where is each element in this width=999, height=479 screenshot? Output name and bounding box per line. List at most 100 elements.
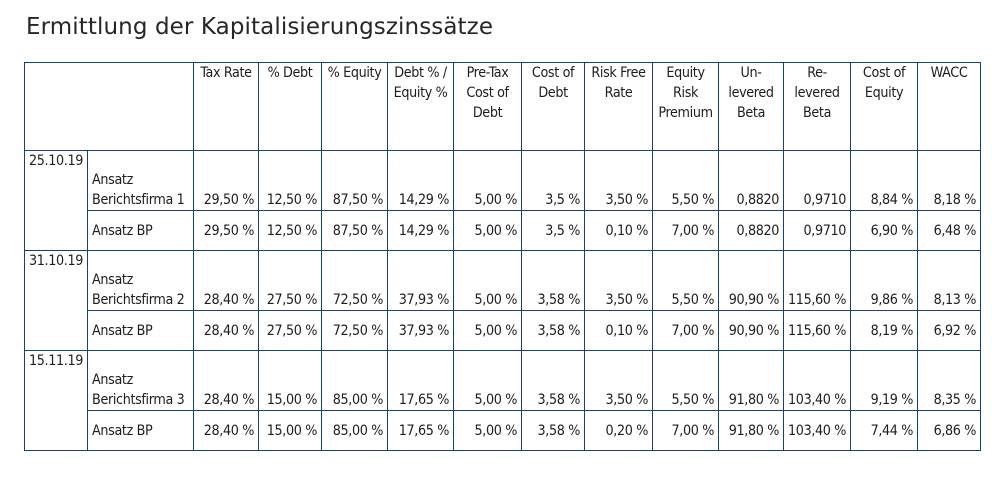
value-cell: 6,92 % (917, 310, 982, 351)
value-cell: 0,9710 (783, 150, 852, 211)
value-cell: 3,58 % (521, 250, 586, 311)
value-cell: 0,8820 (718, 150, 785, 211)
row-label-line: Berichtsfirma 3 (92, 392, 185, 408)
value-cell: 0,10 % (584, 310, 654, 351)
table-row: Ansatz BP 29,50 % 12,50 % 87,50 % 14,29 … (25, 210, 982, 251)
header-line: Equity (864, 85, 904, 101)
header-cell-equity-risk-premium: Equity Risk Premium (652, 62, 720, 151)
value-cell: 7,00 % (652, 210, 720, 251)
value-cell: 5,50 % (652, 150, 720, 211)
page-title: Ermittlung der Kapitalisierungszinssätze (26, 14, 494, 40)
header-line: Equity % (393, 85, 448, 101)
value-cell: 103,40 % (783, 350, 852, 411)
value-cell: 3,58 % (521, 410, 586, 451)
value-cell: 37,93 % (387, 310, 455, 351)
header-cell-unlevered-beta: Un-levered Beta (718, 62, 785, 151)
table-header-row: Tax Rate % Debt % Equity Debt % / Equity … (23, 62, 982, 151)
value-cell: 5,00 % (453, 210, 523, 251)
value-cell: 7,44 % (850, 410, 919, 451)
value-cell: 9,86 % (850, 250, 919, 311)
header-cell-relevered-beta: Re-levered Beta (783, 62, 852, 151)
header-line: Premium (658, 105, 713, 121)
row-label-line: Berichtsfirma 1 (92, 192, 185, 208)
header-line: % Debt (267, 65, 313, 81)
row-label: Ansatz Berichtsfirma 2 (87, 250, 195, 311)
date-cell: 31.10.19 (23, 250, 89, 351)
header-line: Debt (472, 105, 503, 121)
value-cell: 27,50 % (258, 310, 323, 351)
value-cell: 29,50 % (193, 210, 260, 251)
row-label-line: Ansatz BP (92, 222, 153, 239)
value-cell: 17,65 % (387, 350, 455, 411)
header-cell-pre-tax-cost-of-debt: Pre-Tax Cost of Debt (453, 62, 523, 151)
value-cell: 28,40 % (193, 250, 260, 311)
header-line: Risk Free (591, 65, 646, 81)
value-cell: 14,29 % (387, 150, 455, 211)
row-label: Ansatz BP (87, 210, 195, 251)
value-cell: 7,00 % (652, 310, 720, 351)
table-row: Ansatz BP 28,40 % 15,00 % 85,00 % 17,65 … (25, 410, 982, 451)
value-cell: 6,48 % (917, 210, 982, 251)
value-cell: 115,60 % (783, 250, 852, 311)
header-cell-corner (23, 62, 195, 151)
value-cell: 90,90 % (718, 310, 785, 351)
value-cell: 6,90 % (850, 210, 919, 251)
table-row: 15.11.19 Ansatz Berichtsfirma 3 28,40 % 1… (23, 350, 982, 451)
header-line: Pre-Tax (466, 65, 509, 81)
row-label-line: Ansatz (92, 172, 133, 188)
value-cell: 3,5 % (521, 210, 586, 251)
header-cell-cost-of-equity: Cost of Equity (850, 62, 919, 151)
value-cell: 87,50 % (321, 210, 389, 251)
value-cell: 37,93 % (387, 250, 455, 311)
value-cell: 5,00 % (453, 350, 523, 411)
value-cell: 8,18 % (917, 150, 982, 211)
value-cell: 8,84 % (850, 150, 919, 211)
header-cell-debt: % Debt (258, 62, 323, 151)
value-cell: 5,00 % (453, 310, 523, 351)
header-cell-tax-rate: Tax Rate (193, 62, 260, 151)
date-cell: 25.10.19 (23, 150, 89, 251)
header-line: Rate (604, 85, 633, 101)
value-cell: 27,50 % (258, 250, 323, 311)
header-line: Beta (803, 105, 832, 121)
row-label: Ansatz Berichtsfirma 1 (87, 150, 195, 211)
value-cell: 15,00 % (258, 350, 323, 411)
row-label: Ansatz BP (87, 310, 195, 351)
value-cell: 5,00 % (453, 150, 523, 211)
value-cell: 17,65 % (387, 410, 455, 451)
value-cell: 29,50 % (193, 150, 260, 211)
value-cell: 91,80 % (718, 410, 785, 451)
capitalization-rates-table: Tax Rate % Debt % Equity Debt % / Equity … (23, 62, 982, 451)
value-cell: 14,29 % (387, 210, 455, 251)
value-cell: 9,19 % (850, 350, 919, 411)
value-cell: 0,9710 (783, 210, 852, 251)
value-cell: 5,00 % (453, 250, 523, 311)
header-cell-debt-equity-ratio: Debt % / Equity % (387, 62, 455, 151)
value-cell: 3,50 % (584, 150, 654, 211)
value-cell: 8,13 % (917, 250, 982, 311)
value-cell: 0,20 % (584, 410, 654, 451)
table-row: Ansatz BP 28,40 % 27,50 % 72,50 % 37,93 … (25, 310, 982, 351)
value-cell: 91,80 % (718, 350, 785, 411)
header-line: WACC (930, 65, 968, 81)
row-label-line: Ansatz BP (92, 322, 153, 339)
value-cell: 7,00 % (652, 410, 720, 451)
row-label-line: Ansatz BP (92, 422, 153, 439)
value-cell: 103,40 % (783, 410, 852, 451)
header-line: Risk (673, 85, 699, 101)
value-cell: 5,50 % (652, 250, 720, 311)
value-cell: 12,50 % (258, 150, 323, 211)
value-cell: 85,00 % (321, 410, 389, 451)
value-cell: 85,00 % (321, 350, 389, 411)
table-row: 25.10.19 Ansatz Berichtsfirma 1 29,50 % 1… (23, 150, 982, 251)
header-line: Re- (807, 65, 827, 81)
row-label-line: Berichtsfirma 2 (92, 292, 185, 308)
header-cell-cost-of-debt: Cost of Debt (521, 62, 586, 151)
value-cell: 72,50 % (321, 310, 389, 351)
value-cell: 3,50 % (584, 250, 654, 311)
header-line: Tax Rate (200, 65, 252, 81)
value-cell: 0,10 % (584, 210, 654, 251)
value-cell: 6,86 % (917, 410, 982, 451)
header-line: Un- (740, 65, 762, 81)
header-line: levered (794, 85, 840, 101)
